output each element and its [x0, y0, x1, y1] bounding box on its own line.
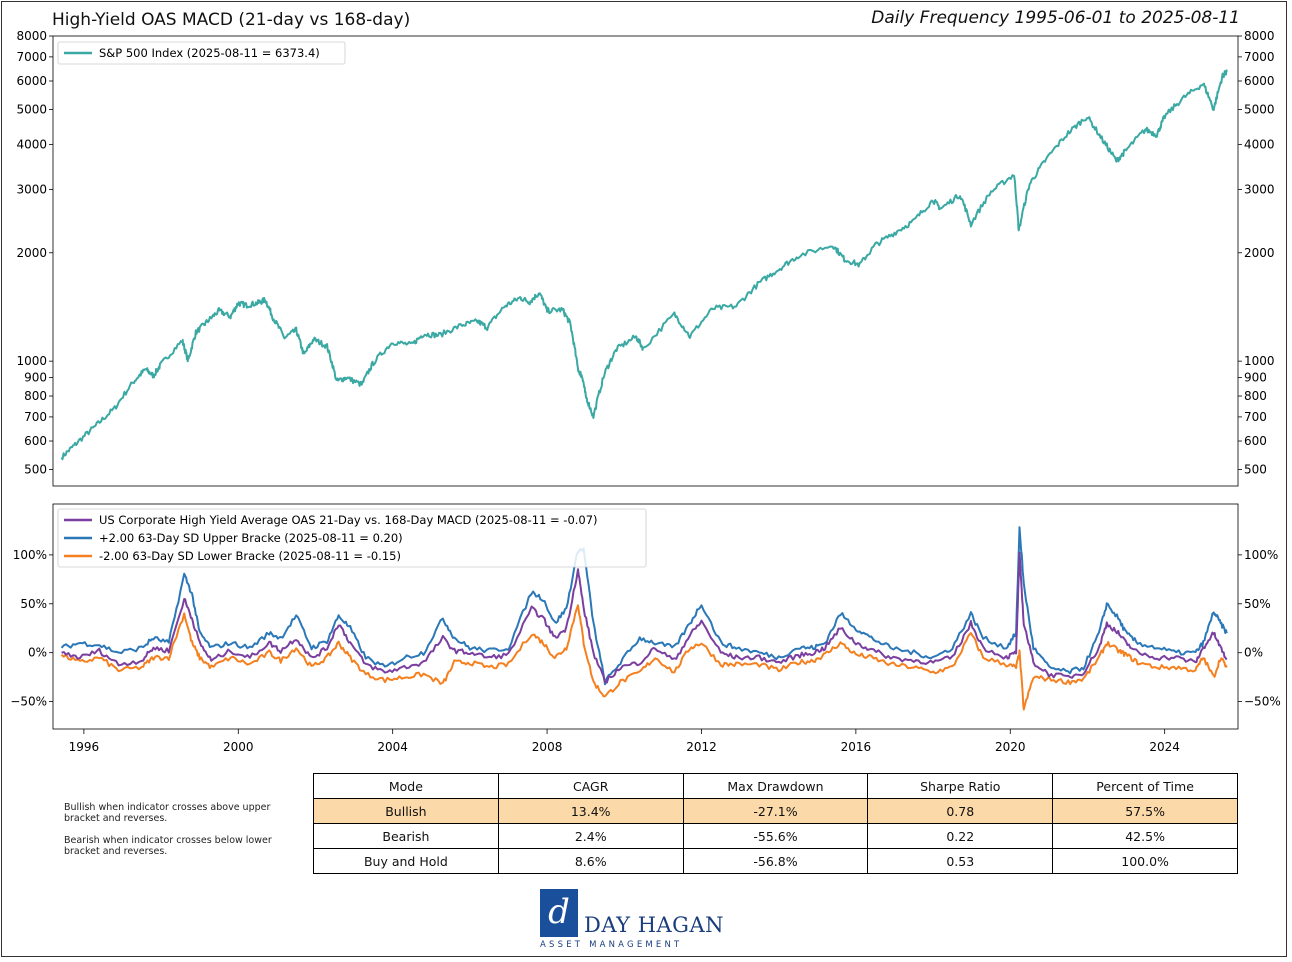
chart-subtitle: Daily Frequency 1995-06-01 to 2025-08-11 [871, 8, 1240, 28]
cell: -56.8% [682, 848, 869, 874]
logo-tagline: ASSET MANAGEMENT [540, 940, 683, 950]
stats-header-row: Mode CAGR Max Drawdown Sharpe Ratio Perc… [313, 773, 1238, 799]
y-tick-label-left: 500 [24, 463, 47, 477]
y-tick-label-right: 1000 [1244, 354, 1275, 368]
col-max-drawdown: Max Drawdown [682, 773, 869, 799]
sp500-legend-box [57, 41, 346, 65]
y-tick-label-left: 0% [28, 646, 47, 660]
y-tick-label-left: 1000 [16, 354, 47, 368]
y-tick-label-right: −50% [1244, 695, 1281, 709]
y-tick-label-left: 3000 [16, 182, 47, 196]
y-tick-label-left: 5000 [16, 102, 47, 116]
y-tick-label-left: 7000 [16, 50, 47, 64]
x-tick-label: 2020 [995, 740, 1026, 754]
x-tick-label: 1996 [69, 740, 100, 754]
cell: Buy and Hold [313, 848, 499, 874]
y-tick-label-right: 5000 [1244, 102, 1275, 116]
y-tick-label-left: −50% [10, 695, 47, 709]
x-tick-label: 2004 [377, 740, 408, 754]
y-tick-label-right: 700 [1244, 410, 1267, 424]
bullish-note: Bullish when indicator crosses above upp… [64, 802, 271, 824]
y-tick-label-right: 900 [1244, 371, 1267, 385]
stats-row-bullish: Bullish 13.4% -27.1% 0.78 57.5% [313, 798, 1238, 824]
x-tick-label: 2024 [1149, 740, 1180, 754]
cell: 0.53 [867, 848, 1054, 874]
sp500-legend-label: S&P 500 Index (2025-08-11 = 6373.4) [99, 46, 320, 60]
stats-row-buy-hold: Buy and Hold 8.6% -56.8% 0.53 100.0% [313, 848, 1238, 874]
day-hagan-logo: d DAY HAGAN ASSET MANAGEMENT [540, 889, 724, 953]
macd-series-line-1 [60, 526, 1228, 686]
macd-plot-frame [52, 503, 1239, 730]
y-tick-label-right: 600 [1244, 434, 1267, 448]
sp500-line [60, 69, 1228, 461]
y-tick-label-left: 700 [24, 410, 47, 424]
y-tick-label-left: 900 [24, 371, 47, 385]
logo-mark-icon: d [540, 889, 578, 937]
col-percent-time: Percent of Time [1052, 773, 1238, 799]
macd-legend-box [57, 508, 647, 568]
cell: 42.5% [1052, 823, 1238, 849]
y-tick-label-right: 2000 [1244, 246, 1275, 260]
cell: -27.1% [682, 798, 869, 824]
cell: 2.4% [497, 823, 684, 849]
macd-legend-label: +2.00 63-Day SD Upper Bracke (2025-08-11… [99, 531, 403, 545]
macd-series-line-0 [61, 551, 1228, 684]
cell: Bullish [313, 798, 499, 824]
x-tick-label: 2008 [532, 740, 563, 754]
y-tick-label-right: 800 [1244, 389, 1267, 403]
x-tick-label: 2012 [686, 740, 717, 754]
macd-series-line-2 [60, 604, 1228, 711]
cell: 13.4% [497, 798, 684, 824]
y-tick-label-right: 50% [1244, 597, 1271, 611]
stats-row-bearish: Bearish 2.4% -55.6% 0.22 42.5% [313, 823, 1238, 849]
macd-panel: −50% −50% 0% 0% 50% 50% 100% 100% 1996 2000 2004 20… [10, 503, 1281, 754]
cell: 0.22 [867, 823, 1054, 849]
cell: 57.5% [1052, 798, 1238, 824]
y-tick-label-left: 600 [24, 434, 47, 448]
y-tick-label-right: 0% [1244, 646, 1263, 660]
x-tick-label: 2016 [841, 740, 872, 754]
chart-title: High-Yield OAS MACD (21-day vs 168-day) [52, 10, 411, 30]
sp500-plot-frame [52, 35, 1239, 487]
y-tick-label-right: 6000 [1244, 74, 1275, 88]
y-tick-label-right: 7000 [1244, 50, 1275, 64]
logo-name: DAY HAGAN [584, 913, 724, 937]
cell: 100.0% [1052, 848, 1238, 874]
y-tick-label-right: 8000 [1244, 29, 1275, 43]
stats-table: Mode CAGR Max Drawdown Sharpe Ratio Perc… [313, 773, 1238, 874]
y-tick-label-left: 800 [24, 389, 47, 403]
chart-area: 500 500 600 600 700 700 800 800 900 900 1000 1000 20… [10, 29, 1281, 754]
y-tick-label-left: 50% [20, 597, 47, 611]
sp500-panel: 500 500 600 600 700 700 800 800 900 900 1000 1000 20… [16, 29, 1275, 487]
y-tick-label-left: 2000 [16, 246, 47, 260]
cell: Bearish [313, 823, 499, 849]
x-tick-label: 2000 [223, 740, 254, 754]
y-tick-label-left: 4000 [16, 137, 47, 151]
macd-legend-label: -2.00 63-Day SD Lower Bracke (2025-08-11… [99, 549, 401, 563]
y-tick-label-right: 3000 [1244, 182, 1275, 196]
macd-legend-label: US Corporate High Yield Average OAS 21-D… [99, 513, 598, 527]
y-tick-label-right: 100% [1244, 548, 1278, 562]
strategy-notes: Bullish when indicator crosses above upp… [64, 802, 304, 868]
y-tick-label-left: 100% [13, 548, 47, 562]
y-tick-label-left: 8000 [16, 29, 47, 43]
col-sharpe: Sharpe Ratio [867, 773, 1054, 799]
y-tick-label-left: 6000 [16, 74, 47, 88]
cell: 0.78 [867, 798, 1054, 824]
col-cagr: CAGR [497, 773, 684, 799]
y-tick-label-right: 4000 [1244, 137, 1275, 151]
bearish-note: Bearish when indicator crosses below low… [64, 835, 272, 857]
cell: 8.6% [497, 848, 684, 874]
cell: -55.6% [682, 823, 869, 849]
y-tick-label-right: 500 [1244, 463, 1267, 477]
col-mode: Mode [313, 773, 499, 799]
